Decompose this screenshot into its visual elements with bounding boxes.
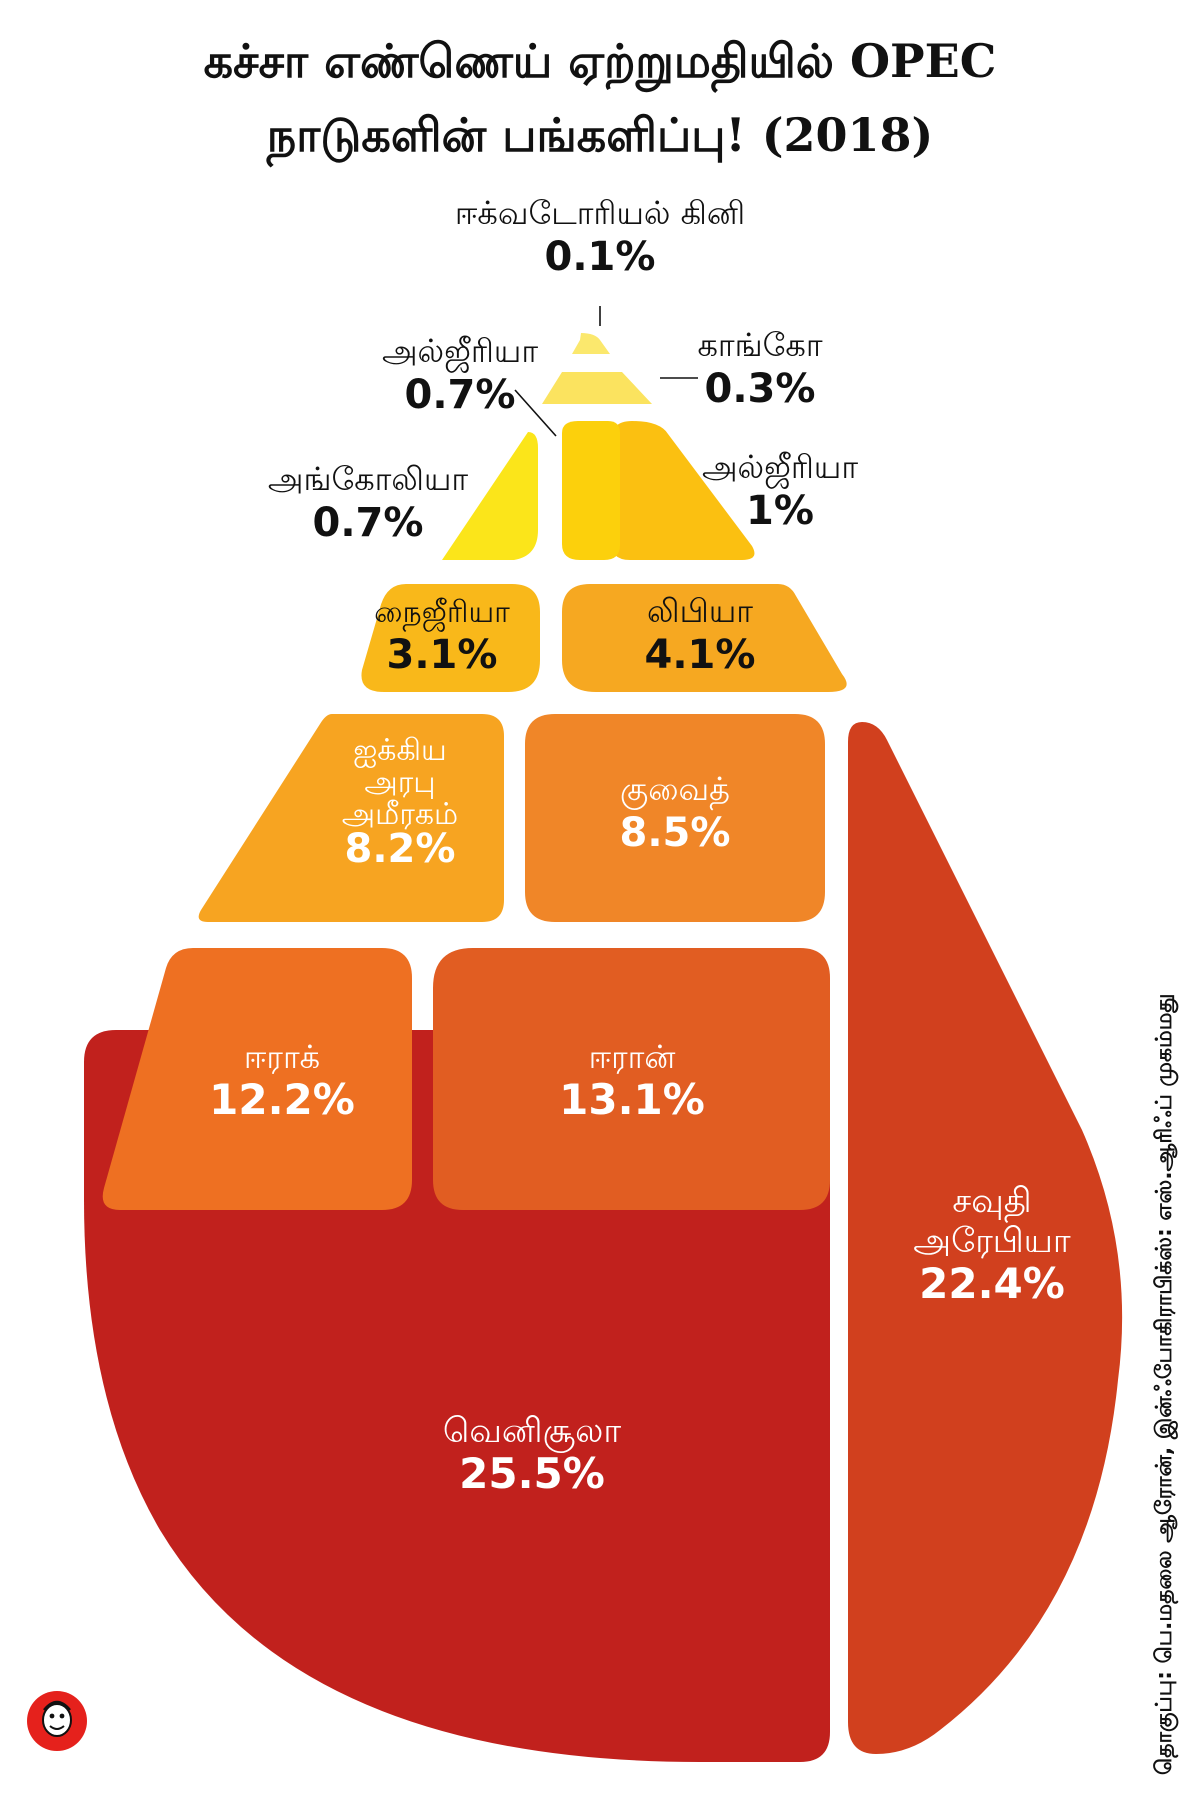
segment-7-value: 4.1% <box>645 632 756 678</box>
segment-3-value: 13.1% <box>559 1075 705 1124</box>
segment-6-value: 8.2% <box>345 826 456 872</box>
segment-9 <box>610 421 755 560</box>
segment-6 <box>198 714 504 922</box>
segment-4 <box>102 948 412 1210</box>
segment-6-label-line-2: அரபு <box>364 765 435 800</box>
segment-1 <box>84 1030 830 1762</box>
segment-8-label-line-1: நைஜீரியா <box>374 595 510 632</box>
segment-4-label-line-1: ஈராக் <box>244 1038 320 1076</box>
credit-text: தொகுப்பு: பெ.மதலை ஆரோன், இன்ஃபோகிராபிக்ஸ… <box>1152 993 1177 1775</box>
segment-11-value: 0.7% <box>405 372 516 418</box>
segment-12 <box>542 372 652 404</box>
segment-8 <box>361 584 540 692</box>
segment-2 <box>848 722 1123 1754</box>
segment-2-label-line-1: சவுதி <box>952 1181 1031 1223</box>
segment-3-label-line-1: ஈரான் <box>589 1038 676 1076</box>
segment-8-value: 3.1% <box>387 632 498 678</box>
segment-10 <box>442 432 538 560</box>
segment-5-value: 8.5% <box>620 810 731 856</box>
segment-10-label-line-1: அங்கோலியா <box>268 460 469 498</box>
segment-12-label-line-1: காங்கோ <box>697 326 822 364</box>
segment-6-label-line-1: ஐக்கிய <box>353 733 447 768</box>
segment-9-value: 1% <box>746 488 814 534</box>
segment-11-label-line-1: அல்ஜீரியா <box>382 332 538 373</box>
segment-2-label-line-2: அரேபியா <box>913 1221 1071 1261</box>
segment-9-label-line-1: அல்ஜீரியா <box>702 448 858 489</box>
segment-12-value: 0.3% <box>705 366 816 412</box>
segment-4-value: 12.2% <box>209 1075 355 1124</box>
leader-line-2 <box>514 389 557 437</box>
title-line-2: நாடுகளின் பங்களிப்பு! (2018) <box>266 108 934 162</box>
segment-13 <box>572 333 610 354</box>
segment-5 <box>525 714 825 922</box>
segment-11 <box>562 421 620 560</box>
segment-1-label-line-1: வெனிசூலா <box>443 1411 621 1453</box>
segment-13-value: 0.1% <box>545 234 656 280</box>
segment-13-label-line-1: ஈக்வடோரியல் கினி <box>455 194 745 232</box>
segment-3 <box>433 948 830 1210</box>
segment-2-value: 22.4% <box>919 1259 1065 1308</box>
segment-10-value: 0.7% <box>313 500 424 546</box>
mascot-logo-icon <box>27 1691 87 1751</box>
title-line-1: கச்சா எண்ணெய் ஏற்றுமதியில் OPEC <box>203 34 997 88</box>
segment-7-label-line-1: லிபியா <box>647 592 753 630</box>
segment-5-label-line-1: குவைத் <box>620 770 730 810</box>
segment-7 <box>562 584 847 692</box>
segment-1-value: 25.5% <box>459 1449 605 1498</box>
chart-title: கச்சா எண்ணெய் ஏற்றுமதியில் OPEC நாடுகளின… <box>0 24 1200 172</box>
segment-6-label-line-3: அமீரகம் <box>342 797 458 832</box>
